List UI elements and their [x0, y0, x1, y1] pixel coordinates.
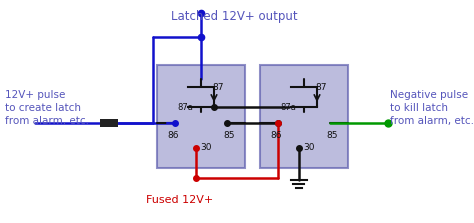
Bar — [100, 119, 118, 127]
Text: Fused 12V+: Fused 12V+ — [146, 195, 214, 205]
Text: 30: 30 — [200, 143, 212, 153]
Text: 85: 85 — [326, 130, 338, 140]
Bar — [157, 65, 245, 168]
Bar — [260, 65, 348, 168]
Text: 30: 30 — [303, 143, 315, 153]
Text: 87a: 87a — [177, 103, 193, 112]
Text: 86: 86 — [270, 130, 282, 140]
Text: 85: 85 — [223, 130, 235, 140]
Text: Negative pulse
to kill latch
from alarm, etc.: Negative pulse to kill latch from alarm,… — [390, 90, 474, 126]
Text: 87a: 87a — [280, 103, 296, 112]
Text: Latched 12V+ output: Latched 12V+ output — [171, 10, 297, 23]
Text: 86: 86 — [167, 130, 179, 140]
Text: 87: 87 — [315, 83, 327, 91]
Text: 12V+ pulse
to create latch
from alarm, etc.: 12V+ pulse to create latch from alarm, e… — [5, 90, 89, 126]
Text: 87: 87 — [212, 83, 224, 91]
